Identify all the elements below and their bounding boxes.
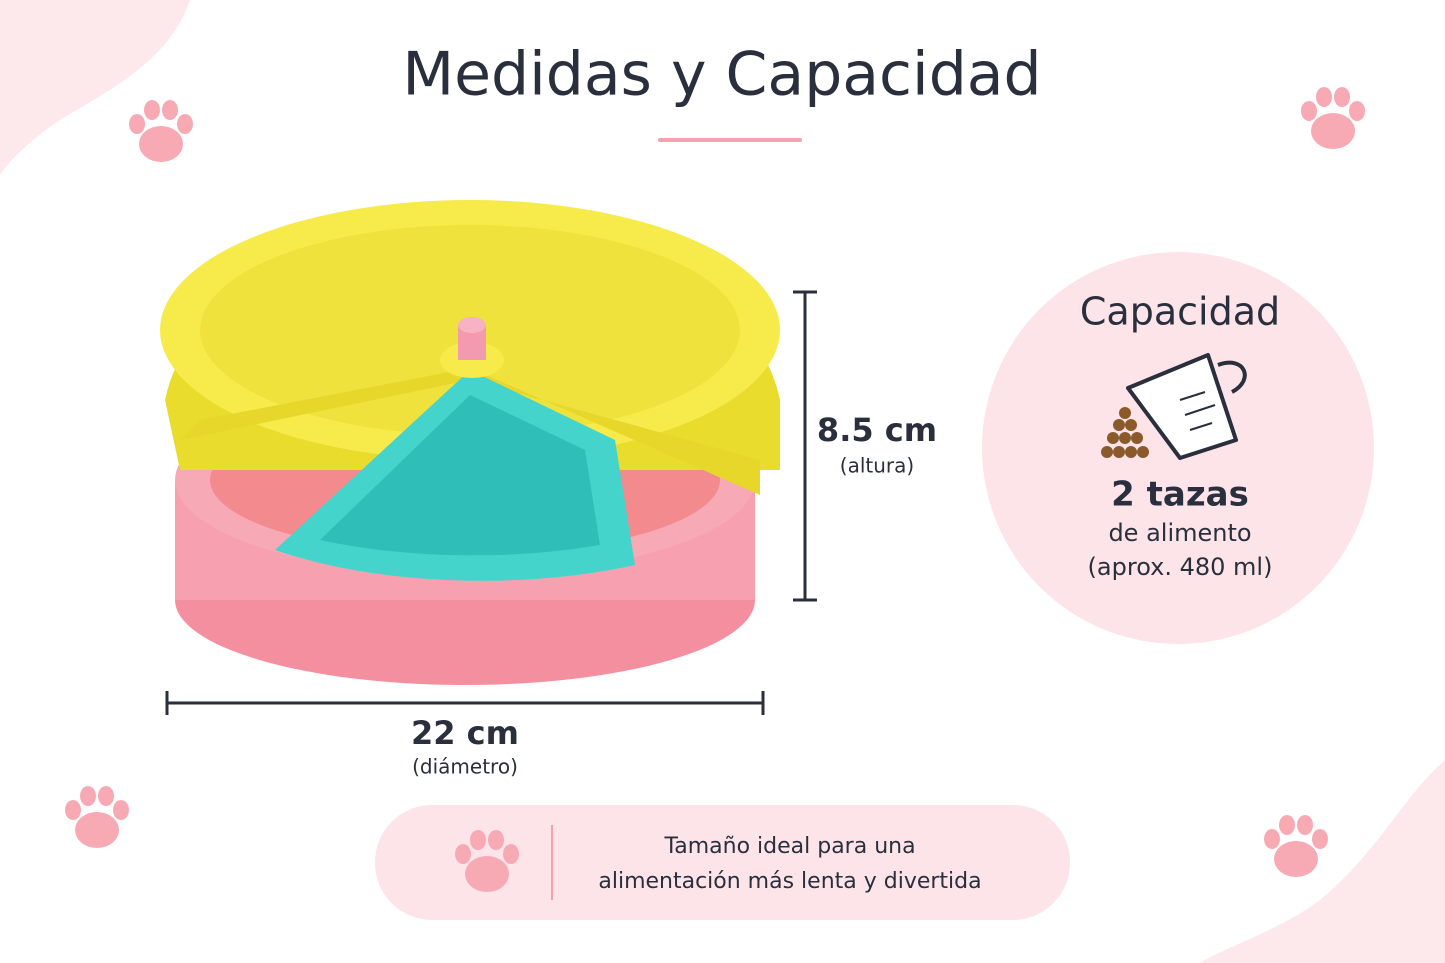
height-label: (altura) xyxy=(840,454,914,478)
footer-banner xyxy=(375,805,1070,920)
product-image xyxy=(160,200,780,685)
height-value: 8.5 cm xyxy=(817,411,937,449)
paw-icon xyxy=(1301,87,1365,149)
diameter-value: 22 cm xyxy=(411,714,519,752)
capacity-amount: 2 tazas xyxy=(1111,475,1249,515)
paw-icon xyxy=(1264,815,1328,877)
paw-icon xyxy=(129,100,193,162)
footer-line: alimentación más lenta y divertida xyxy=(598,869,981,894)
capacity-unit: de alimento xyxy=(1108,519,1251,547)
measuring-cup-icon xyxy=(1126,353,1247,460)
capacity-title: Capacidad xyxy=(1080,290,1280,334)
footer-line: Tamaño ideal para una xyxy=(663,834,915,859)
diameter-label: (diámetro) xyxy=(412,755,518,779)
page-title: Medidas y Capacidad xyxy=(402,40,1041,110)
paw-icon xyxy=(65,786,129,848)
capacity-note: (aprox. 480 ml) xyxy=(1088,553,1273,581)
corner-blob xyxy=(1200,760,1445,963)
kibble-icon xyxy=(1101,407,1149,458)
corner-blob xyxy=(0,0,190,175)
